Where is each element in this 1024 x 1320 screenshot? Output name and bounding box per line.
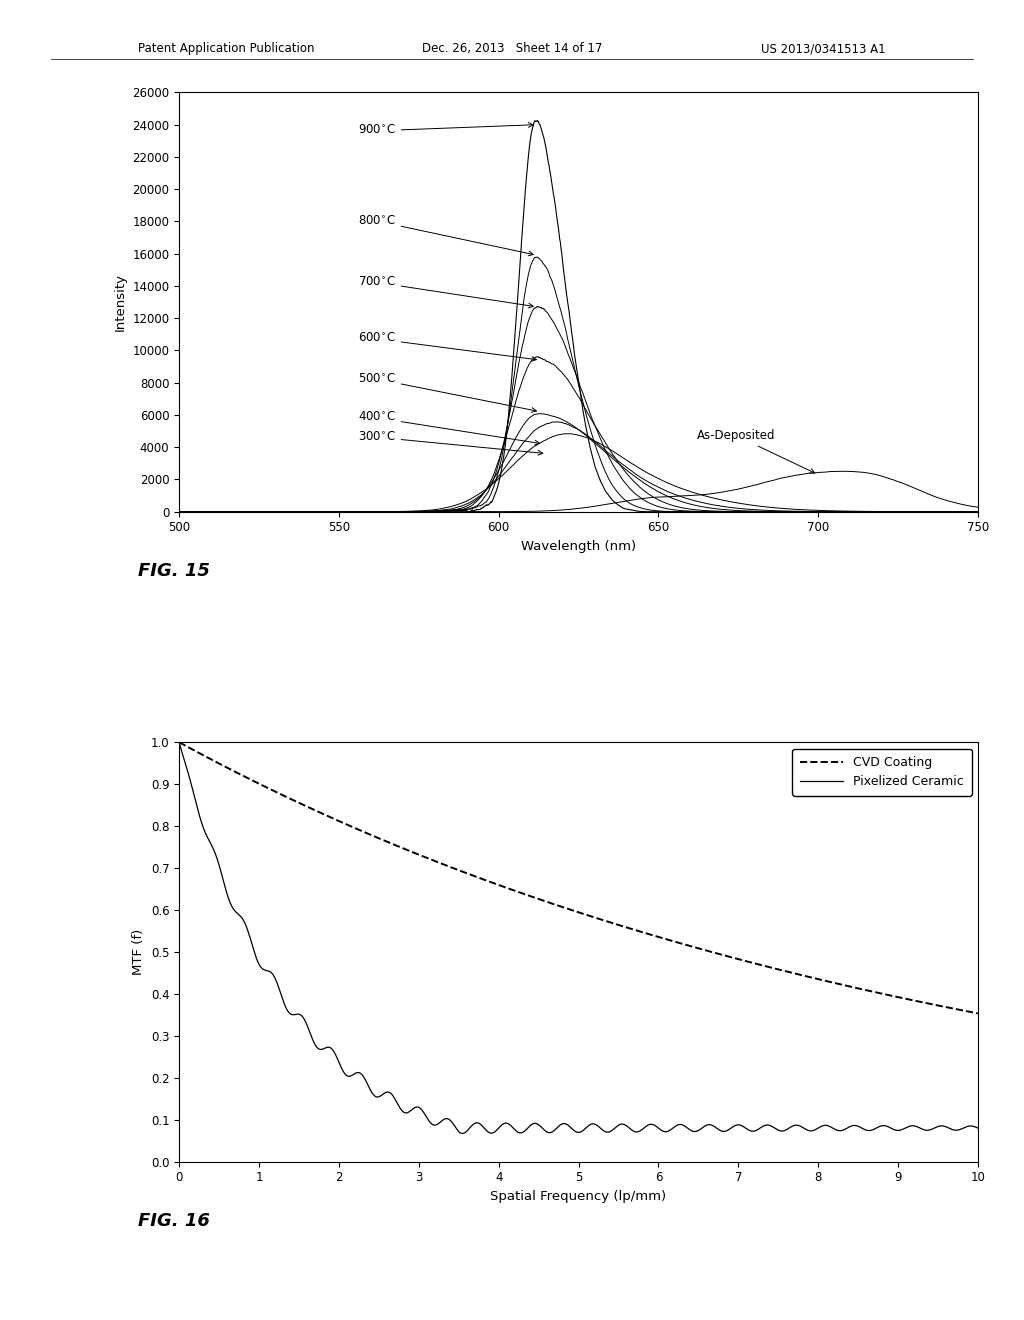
Pixelized Ceramic xyxy=(173,734,185,750)
CVD Coating xyxy=(972,1006,984,1022)
Legend: CVD Coating, Pixelized Ceramic: CVD Coating, Pixelized Ceramic xyxy=(793,748,972,796)
Text: Dec. 26, 2013   Sheet 14 of 17: Dec. 26, 2013 Sheet 14 of 17 xyxy=(422,42,602,55)
Text: US 2013/0341513 A1: US 2013/0341513 A1 xyxy=(761,42,886,55)
CVD Coating xyxy=(657,931,670,946)
Text: 900$^{\circ}$C: 900$^{\circ}$C xyxy=(358,123,534,137)
Pixelized Ceramic xyxy=(457,1126,469,1142)
Pixelized Ceramic xyxy=(541,1125,553,1140)
Y-axis label: Intensity: Intensity xyxy=(114,273,127,331)
Text: 300$^{\circ}$C: 300$^{\circ}$C xyxy=(358,430,543,455)
Line: Pixelized Ceramic: Pixelized Ceramic xyxy=(179,742,978,1134)
Text: 600$^{\circ}$C: 600$^{\circ}$C xyxy=(358,333,537,362)
Pixelized Ceramic xyxy=(948,1122,961,1138)
CVD Coating xyxy=(779,964,792,979)
Text: 400$^{\circ}$C: 400$^{\circ}$C xyxy=(358,412,540,445)
Pixelized Ceramic xyxy=(972,1121,984,1137)
Pixelized Ceramic xyxy=(803,1122,815,1138)
Pixelized Ceramic xyxy=(562,1117,574,1133)
Text: FIG. 15: FIG. 15 xyxy=(138,562,210,579)
CVD Coating xyxy=(861,982,873,998)
Text: FIG. 16: FIG. 16 xyxy=(138,1212,210,1230)
Text: 700$^{\circ}$C: 700$^{\circ}$C xyxy=(358,276,534,308)
X-axis label: Wavelength (nm): Wavelength (nm) xyxy=(521,540,636,553)
Y-axis label: MTF (f): MTF (f) xyxy=(132,929,145,975)
CVD Coating xyxy=(637,924,649,940)
Text: 800$^{\circ}$C: 800$^{\circ}$C xyxy=(358,215,534,256)
CVD Coating xyxy=(173,734,185,750)
CVD Coating xyxy=(222,760,234,776)
X-axis label: Spatial Frequency (lp/mm): Spatial Frequency (lp/mm) xyxy=(490,1189,667,1203)
Pixelized Ceramic xyxy=(214,861,226,876)
Text: As-Deposited: As-Deposited xyxy=(696,429,815,473)
Text: 500$^{\circ}$C: 500$^{\circ}$C xyxy=(358,372,537,412)
Line: CVD Coating: CVD Coating xyxy=(179,742,978,1014)
Pixelized Ceramic xyxy=(949,1122,962,1138)
CVD Coating xyxy=(682,937,694,953)
Text: Patent Application Publication: Patent Application Publication xyxy=(138,42,314,55)
